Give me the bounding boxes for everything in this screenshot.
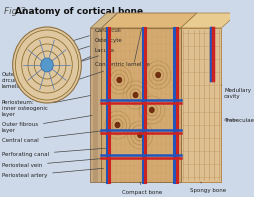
Text: Fig 2: Fig 2 bbox=[4, 7, 28, 16]
FancyBboxPatch shape bbox=[101, 28, 180, 182]
Circle shape bbox=[115, 123, 119, 127]
Text: Anatomy of cortical bone: Anatomy of cortical bone bbox=[15, 7, 143, 16]
Circle shape bbox=[133, 93, 137, 98]
Polygon shape bbox=[101, 13, 196, 28]
Text: Periosteal vein: Periosteal vein bbox=[2, 158, 105, 168]
Text: Spongy bone: Spongy bone bbox=[189, 182, 225, 193]
Text: Trabeculae: Trabeculae bbox=[223, 117, 253, 123]
Text: Outer fibrous
layer: Outer fibrous layer bbox=[2, 115, 92, 133]
Text: Canaliculi: Canaliculi bbox=[71, 28, 121, 41]
Text: Lymphatic vessel: Lymphatic vessel bbox=[180, 17, 227, 30]
Text: Perforating canal: Perforating canal bbox=[2, 148, 105, 157]
FancyBboxPatch shape bbox=[90, 28, 101, 182]
Text: Inner circumferential lamella: Inner circumferential lamella bbox=[142, 13, 222, 26]
Text: Medullary
cavity: Medullary cavity bbox=[220, 85, 250, 99]
Text: Osteocyte: Osteocyte bbox=[55, 37, 122, 57]
Circle shape bbox=[155, 72, 160, 77]
Circle shape bbox=[149, 108, 153, 112]
Text: Outer
circumferential
lamella: Outer circumferential lamella bbox=[2, 56, 98, 89]
Circle shape bbox=[13, 27, 81, 103]
Circle shape bbox=[40, 58, 53, 72]
Text: Periosteal artery: Periosteal artery bbox=[2, 168, 103, 178]
Circle shape bbox=[117, 77, 121, 83]
Polygon shape bbox=[90, 13, 117, 28]
FancyBboxPatch shape bbox=[180, 28, 220, 182]
Circle shape bbox=[137, 133, 142, 138]
Text: Osteon: Osteon bbox=[133, 17, 153, 62]
Text: Concentric lamellae: Concentric lamellae bbox=[79, 62, 149, 79]
Text: Lacuna: Lacuna bbox=[58, 47, 115, 71]
Text: Compact bone: Compact bone bbox=[121, 182, 162, 195]
Polygon shape bbox=[180, 13, 237, 28]
Text: Periosteum:
inner osteogenic
layer: Periosteum: inner osteogenic layer bbox=[2, 96, 90, 117]
Text: Central canal: Central canal bbox=[2, 130, 106, 143]
FancyBboxPatch shape bbox=[93, 28, 97, 182]
